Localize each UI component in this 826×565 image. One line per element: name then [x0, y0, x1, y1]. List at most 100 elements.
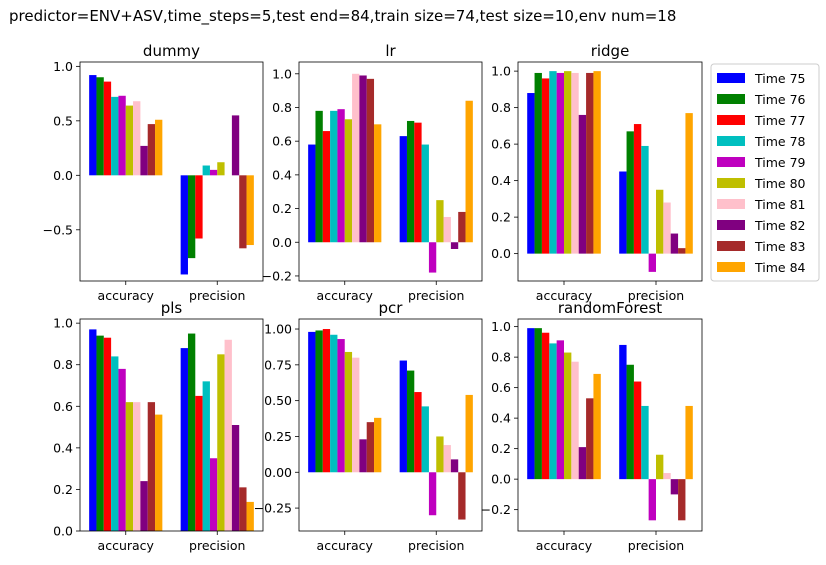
bar-accuracy-time-76 [315, 110, 323, 243]
bar-accuracy-time-79 [337, 109, 345, 243]
bar-accuracy-time-77 [322, 131, 331, 243]
bar-accuracy-time-78 [330, 110, 338, 243]
bar-accuracy-time-83 [586, 72, 594, 254]
bar-accuracy-time-81 [352, 73, 360, 243]
bar-accuracy-time-77 [541, 332, 550, 480]
x-tick-label: precision [628, 288, 684, 303]
bar-precision-time-82 [450, 459, 459, 473]
bar-precision-time-75 [619, 344, 627, 480]
bar-precision-time-80 [217, 162, 225, 176]
bar-precision-time-82 [231, 115, 240, 176]
legend-swatch [717, 136, 745, 146]
legend-swatch [717, 157, 745, 167]
bar-accuracy-time-75 [308, 144, 316, 243]
axes-frame [79, 318, 264, 532]
subplot-title: pls [161, 299, 183, 317]
bar-accuracy-time-82 [359, 75, 367, 243]
bar-precision-time-82 [450, 242, 459, 249]
subplot-pls: accuracy precision 0.0 0.2 0.4 0.6 0.8 1.0 pls [53, 299, 264, 553]
bar-precision-time-83 [239, 175, 247, 249]
x-tick-label: accuracy [98, 288, 155, 303]
legend-swatch [717, 94, 745, 104]
bar-precision-time-83 [458, 211, 466, 243]
bar-precision-time-84 [685, 113, 693, 254]
bar-precision-time-77 [195, 175, 203, 239]
subplot-pcr: accuracy precision −0.25 0.00 0.25 0.50 0.75 1.… [254, 299, 483, 553]
bar-precision-time-79 [648, 479, 656, 521]
bar-accuracy-time-78 [549, 71, 557, 254]
bar-accuracy-time-83 [366, 78, 375, 243]
subplot-title: dummy [143, 42, 200, 60]
y-tick-label: 0.2 [491, 210, 511, 225]
bar-accuracy-time-84 [155, 119, 163, 176]
bar-accuracy-time-83 [366, 422, 375, 473]
bar-precision-time-77 [414, 122, 422, 243]
y-tick-label: 0.0 [491, 246, 511, 261]
y-tick-label: 1.0 [53, 59, 73, 74]
subplot-dummy: accuracy precision −0.5 0.0 0.5 1.0 dummy [43, 42, 264, 303]
legend-label: Time 77 [754, 113, 805, 128]
legend-label: Time 81 [754, 197, 805, 212]
bar-accuracy-time-75 [89, 75, 97, 176]
bar-accuracy-time-79 [337, 339, 345, 473]
bar-accuracy-time-80 [564, 71, 572, 254]
x-tick-label: accuracy [317, 288, 374, 303]
y-tick-label: 0.4 [491, 173, 511, 188]
legend-label: Time 76 [754, 92, 806, 107]
bar-precision-time-77 [633, 124, 642, 254]
bar-accuracy-time-84 [593, 373, 601, 480]
bar-precision-time-78 [421, 406, 429, 473]
axes-frame [517, 61, 703, 282]
legend-swatch [717, 199, 745, 209]
y-tick-label: 0.0 [53, 524, 73, 539]
bar-precision-time-81 [224, 339, 232, 531]
bar-accuracy-time-79 [118, 368, 126, 531]
y-tick-label: 0.75 [264, 357, 292, 372]
y-tick-label: −0.5 [43, 222, 73, 237]
bar-accuracy-time-83 [147, 124, 156, 176]
y-tick-label: 0.0 [491, 472, 511, 487]
legend-label: Time 80 [754, 176, 806, 191]
bar-precision-time-76 [187, 333, 196, 531]
bar-accuracy-time-77 [103, 337, 112, 531]
bar-precision-time-75 [619, 171, 627, 254]
bar-precision-time-80 [217, 354, 225, 531]
bar-accuracy-time-82 [359, 439, 367, 473]
x-tick-label: precision [189, 538, 245, 553]
bar-accuracy-time-76 [534, 328, 542, 480]
legend-swatch [717, 241, 745, 251]
bar-precision-time-81 [663, 202, 671, 254]
bar-precision-time-76 [406, 120, 415, 243]
bar-precision-time-76 [626, 364, 634, 480]
bar-accuracy-time-76 [534, 72, 542, 254]
bar-accuracy-time-84 [374, 124, 382, 243]
bar-accuracy-time-77 [322, 329, 331, 473]
bar-precision-time-81 [443, 216, 451, 243]
bar-precision-time-82 [670, 479, 679, 495]
bar-accuracy-time-80 [344, 119, 353, 243]
y-tick-label: 0.8 [53, 357, 73, 372]
x-tick-label: accuracy [317, 538, 374, 553]
bar-accuracy-time-82 [140, 145, 148, 176]
bar-precision-time-83 [678, 479, 686, 521]
y-tick-label: 0.2 [53, 482, 73, 497]
x-tick-label: accuracy [536, 288, 593, 303]
bar-precision-time-80 [436, 436, 444, 473]
bar-precision-time-84 [685, 405, 693, 480]
legend-swatch [717, 262, 745, 272]
bar-precision-time-76 [626, 131, 634, 254]
bar-precision-time-78 [202, 165, 210, 176]
x-tick-label: accuracy [98, 538, 155, 553]
bar-accuracy-time-81 [133, 101, 141, 176]
y-tick-label: −0.25 [254, 501, 292, 516]
bar-accuracy-time-80 [125, 402, 134, 531]
x-tick-label: accuracy [536, 538, 593, 553]
bar-accuracy-time-80 [125, 105, 134, 176]
bar-precision-time-84 [246, 175, 254, 246]
y-tick-label: 0.00 [264, 465, 292, 480]
subplot-title: lr [385, 42, 396, 60]
bar-precision-time-80 [656, 189, 664, 254]
y-tick-label: 0.6 [53, 399, 73, 414]
bar-precision-time-80 [436, 200, 444, 243]
legend-swatch [717, 115, 745, 125]
